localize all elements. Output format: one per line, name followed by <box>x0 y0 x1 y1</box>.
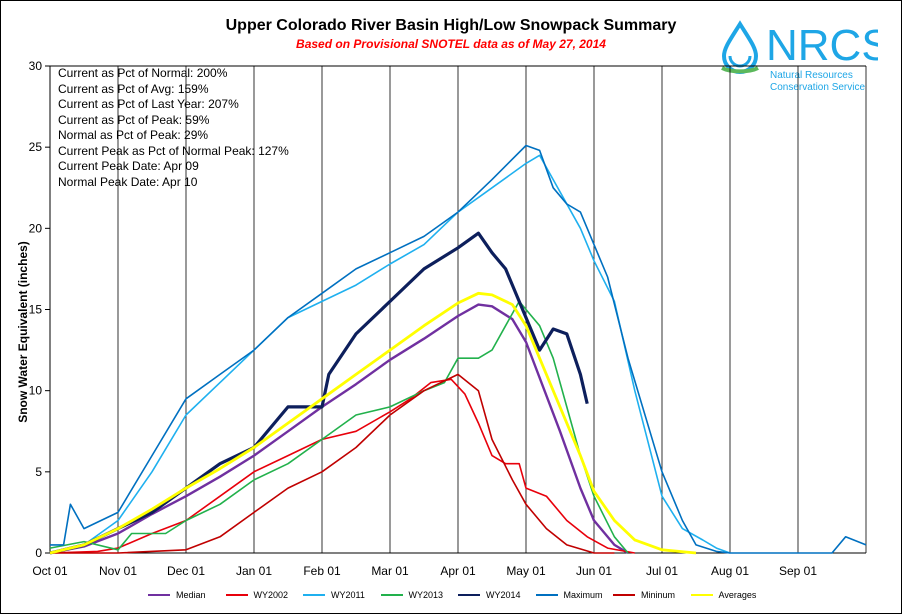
legend-item: Median <box>148 590 206 600</box>
x-tick-label: Jan 01 <box>236 564 272 578</box>
legend-swatch <box>303 594 325 596</box>
legend-swatch <box>380 594 403 596</box>
legend-swatch <box>613 594 635 596</box>
x-tick-label: Mar 01 <box>371 564 409 578</box>
stat-line: Current as Pct of Normal: 200% <box>58 66 228 80</box>
y-tick-label: 10 <box>29 384 43 398</box>
y-tick-label: 25 <box>29 140 43 154</box>
legend-item: Maximum <box>535 590 603 600</box>
x-tick-label: Oct 01 <box>32 564 68 578</box>
stat-line: Current Peak as Pct of Normal Peak: 127% <box>58 143 289 158</box>
stat-line: Current as Pct of Peak: 59% <box>58 112 210 127</box>
y-tick-label: 30 <box>29 59 43 73</box>
chart-title: Upper Colorado River Basin High/Low Snow… <box>225 17 677 34</box>
series-line-maximum <box>50 144 867 554</box>
logo-subtitle-line1: Natural Resources <box>770 70 853 81</box>
x-tick-label: Apr 01 <box>440 564 476 578</box>
series-line-mininum <box>50 373 615 554</box>
y-tick-label: 5 <box>35 465 42 479</box>
logo-subtitle: Natural Resources Conservation Service <box>770 70 865 94</box>
series-layer <box>49 144 867 555</box>
x-tick-label: Nov 01 <box>99 564 137 578</box>
logo-text: NRCS <box>766 21 878 70</box>
series-line-wy2002 <box>49 378 635 554</box>
legend-label: WY2002 <box>253 590 289 600</box>
x-tick-label: Aug 01 <box>711 564 749 578</box>
legend-item: WY2014 <box>458 590 521 600</box>
legend-item: Averages <box>690 590 757 600</box>
tick-label-layer: Oct 01 Nov 01 Dec 01 Jan 01 Feb 01 Mar 01 Apr … <box>29 59 818 578</box>
y-tick-label: 20 <box>29 221 43 235</box>
legend-swatch <box>535 594 558 596</box>
stat-line: Current Peak Date: Apr 09 <box>58 159 199 173</box>
x-tick-label: Jun 01 <box>576 564 612 578</box>
legend-label: WY2013 <box>408 590 444 600</box>
series-line-wy2013 <box>49 300 629 554</box>
series-line-averages <box>49 291 697 555</box>
legend-label: Maximum <box>563 590 603 600</box>
legend-label: Averages <box>718 590 757 600</box>
x-tick-label: May 01 <box>506 564 546 578</box>
legend-label: Mininum <box>641 590 676 600</box>
legend-swatch <box>148 594 170 596</box>
x-tick-label: Sep 01 <box>779 564 817 578</box>
chart-subtitle: Based on Provisional SNOTEL data as of M… <box>296 37 606 51</box>
stats-box: Current as Pct of Normal: 200% Current a… <box>58 66 289 190</box>
legend-swatch <box>225 594 248 596</box>
nrcs-logo: NRCS <box>718 18 891 98</box>
x-tick-label: Dec 01 <box>167 564 205 578</box>
x-tick-label: Feb 01 <box>303 564 341 578</box>
legend-item: Mininum <box>613 590 675 600</box>
y-tick-label: 0 <box>35 546 42 560</box>
legend-label: Median <box>176 590 206 600</box>
logo-subtitle-line2: Conservation Service <box>770 82 866 93</box>
grid-layer <box>117 66 867 553</box>
legend-label: WY2014 <box>486 590 521 600</box>
water-drop-icon: NRCS <box>721 20 891 74</box>
stat-line: Current as Pct of Last Year: 207% <box>58 97 239 111</box>
legend-item: WY2013 <box>380 590 444 600</box>
legend-label: WY2011 <box>331 590 365 600</box>
legend-item: WY2002 <box>225 590 289 600</box>
series-line-wy2011 <box>49 154 731 554</box>
y-tick-label: 15 <box>29 303 43 317</box>
series-line-median <box>49 303 629 555</box>
legend-swatch <box>458 594 480 596</box>
x-tick-label: Jul 01 <box>646 564 678 578</box>
stat-line: Normal as Pct of Peak: 29% <box>58 128 209 142</box>
series-line-wy2014 <box>49 231 589 555</box>
stat-line: Normal Peak Date: Apr 10 <box>58 174 198 189</box>
legend-item: WY2011 <box>303 590 365 600</box>
stat-line: Current as Pct of Avg: 159% <box>58 81 209 96</box>
chart-legend: Median WY2002 WY2011 WY2013 WY2014 Maximum Min… <box>148 590 768 604</box>
legend-swatch <box>690 594 713 596</box>
